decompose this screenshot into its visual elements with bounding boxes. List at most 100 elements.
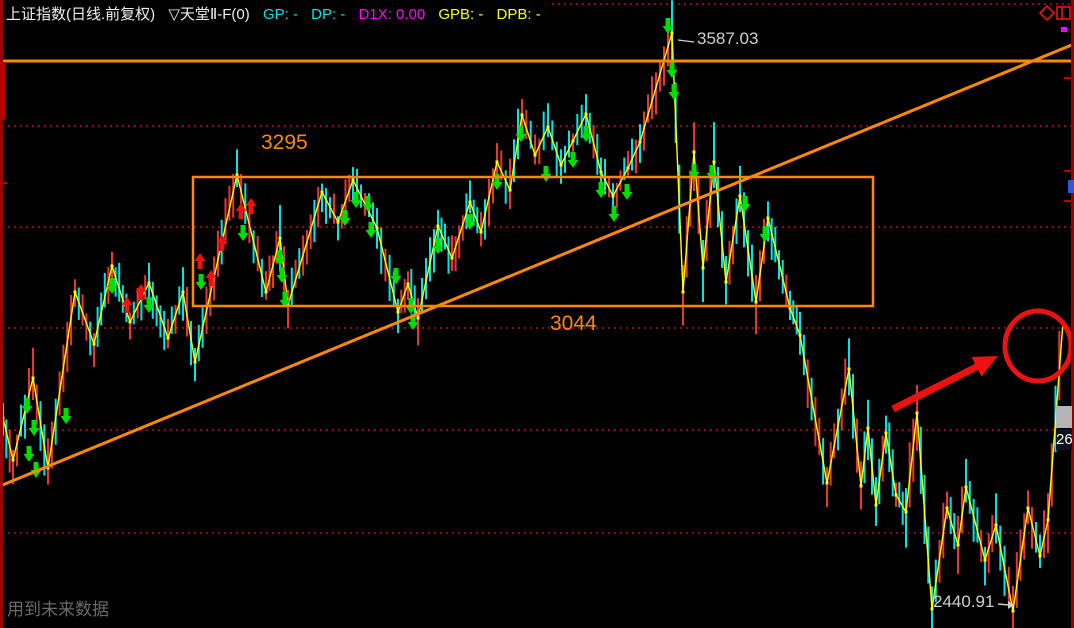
candle [888,422,891,473]
low-label-leader [997,603,1010,606]
candle [325,188,327,224]
buy-signal-arrow [121,297,133,313]
zigzag-pivot [788,306,792,310]
candle [417,298,419,346]
candle [651,76,653,120]
buy-signal-arrow [216,235,228,251]
watermark: 用到未来数据 [7,600,109,619]
candle [739,166,741,213]
candle [275,231,278,264]
candle [627,151,629,176]
candle [844,358,847,405]
sell-signal-arrow [595,182,607,198]
candle [488,178,490,226]
edge-widget[interactable] [1068,180,1074,193]
candle [216,230,219,277]
zigzag-pivot [1038,554,1042,558]
candle [317,186,320,228]
sell-signal-arrow [739,196,751,212]
sell-signal-arrow [60,408,72,424]
sell-signal-arrow [143,297,155,313]
candle [12,449,14,485]
zigzag-pivot [110,264,114,268]
right-axis-tick [1064,77,1071,79]
zigzag-pivot [375,226,379,230]
zigzag-line [2,32,1064,612]
buy-signal-arrow [205,270,217,286]
candle [93,333,95,367]
candle [403,278,406,313]
candle [663,46,665,86]
candle [755,274,757,335]
candle [635,139,637,174]
candle [100,292,103,326]
candle [114,267,117,297]
candle [898,482,901,508]
candle [5,419,8,459]
right-axis-tick [1064,200,1071,202]
zigzag-pivot [533,153,537,157]
indicator-title[interactable]: ▽天堂Ⅱ-F(0) [168,6,250,23]
candle [151,281,154,319]
candle [551,120,554,151]
diamond-icon[interactable] [1039,5,1055,21]
scroll-thumb[interactable] [1056,406,1072,428]
candle [413,285,416,317]
candle [294,259,297,288]
symbol-title: 上证指数(日线.前复权) [6,6,156,23]
candle [107,266,110,304]
right-axis-tick [1064,170,1071,172]
zigzag-pivot [859,484,863,488]
sell-signal-arrow [580,126,592,142]
left-axis-tick [0,182,7,184]
window-split-icon[interactable] [1056,5,1072,21]
sell-signal-arrow [279,292,291,308]
candle [8,429,11,473]
buy-signal-arrow [194,253,206,269]
candle [682,265,684,326]
candle [103,273,106,308]
zigzag-pivot [930,607,934,611]
zigzag-pivot [235,173,239,177]
candle [447,236,450,274]
candle [770,218,773,260]
zigzag-pivot [278,236,282,240]
candle [529,120,532,149]
sell-signal-arrow [23,446,35,462]
zigzag-pivot [351,178,355,182]
sell-signal-arrow [567,152,579,168]
candle [949,497,952,534]
candle [461,215,464,241]
candle [615,182,618,208]
candle [1007,566,1010,605]
sell-signal-arrow [365,222,377,238]
indicator-dot [1061,27,1067,32]
zigzag-pivot [874,503,878,507]
candle [232,173,235,218]
candle [643,111,645,151]
sell-signal-arrow [491,174,503,190]
candle [568,130,570,158]
candle [451,235,453,271]
candle [32,347,34,400]
zigzag-pivot [495,160,499,164]
sell-signal-arrow [276,267,288,283]
candle [228,185,231,221]
high-price-label: 3587.03 [697,29,759,48]
candle [792,300,795,325]
candle [24,394,26,439]
candle [380,227,383,274]
candle [500,150,503,181]
zigzag-pivot [546,125,550,129]
zigzag-pivot [1046,518,1050,522]
field-gpb: GPB: - [438,6,484,23]
candle [623,157,626,180]
candle [272,255,274,288]
candle [946,491,948,520]
sell-signal-arrow [390,268,402,284]
candle [170,306,173,334]
zigzag-pivot [320,190,324,194]
candle [1015,552,1018,608]
zigzag-pivot [584,112,588,116]
